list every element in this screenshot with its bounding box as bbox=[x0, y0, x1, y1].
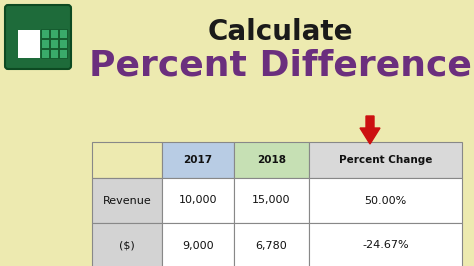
Text: 2018: 2018 bbox=[257, 155, 286, 165]
Text: 9,000: 9,000 bbox=[182, 240, 214, 251]
FancyBboxPatch shape bbox=[92, 142, 162, 178]
Text: -24.67%: -24.67% bbox=[362, 240, 409, 251]
FancyBboxPatch shape bbox=[92, 178, 162, 223]
FancyBboxPatch shape bbox=[5, 5, 71, 69]
FancyBboxPatch shape bbox=[50, 29, 58, 38]
FancyBboxPatch shape bbox=[162, 142, 234, 178]
FancyBboxPatch shape bbox=[41, 39, 49, 48]
Text: Calculate: Calculate bbox=[207, 18, 353, 46]
FancyArrow shape bbox=[360, 116, 380, 144]
Text: 50.00%: 50.00% bbox=[365, 196, 407, 206]
FancyBboxPatch shape bbox=[162, 223, 234, 266]
FancyBboxPatch shape bbox=[234, 142, 309, 178]
FancyBboxPatch shape bbox=[162, 178, 234, 223]
Text: Revenue: Revenue bbox=[103, 196, 151, 206]
Text: ($): ($) bbox=[119, 240, 135, 251]
FancyBboxPatch shape bbox=[309, 178, 462, 223]
FancyBboxPatch shape bbox=[309, 223, 462, 266]
FancyBboxPatch shape bbox=[59, 29, 67, 38]
Text: Percent Difference: Percent Difference bbox=[89, 48, 472, 82]
Text: X: X bbox=[18, 30, 32, 48]
FancyBboxPatch shape bbox=[92, 223, 162, 266]
Text: 2017: 2017 bbox=[183, 155, 212, 165]
FancyBboxPatch shape bbox=[18, 30, 40, 58]
FancyBboxPatch shape bbox=[234, 178, 309, 223]
FancyBboxPatch shape bbox=[59, 39, 67, 48]
Text: 6,780: 6,780 bbox=[255, 240, 287, 251]
FancyBboxPatch shape bbox=[41, 29, 49, 38]
Text: 10,000: 10,000 bbox=[179, 196, 217, 206]
Text: Percent Change: Percent Change bbox=[339, 155, 432, 165]
FancyBboxPatch shape bbox=[50, 49, 58, 58]
FancyBboxPatch shape bbox=[50, 39, 58, 48]
Text: 15,000: 15,000 bbox=[252, 196, 291, 206]
FancyBboxPatch shape bbox=[59, 49, 67, 58]
FancyBboxPatch shape bbox=[234, 223, 309, 266]
FancyBboxPatch shape bbox=[309, 142, 462, 178]
FancyBboxPatch shape bbox=[41, 49, 49, 58]
